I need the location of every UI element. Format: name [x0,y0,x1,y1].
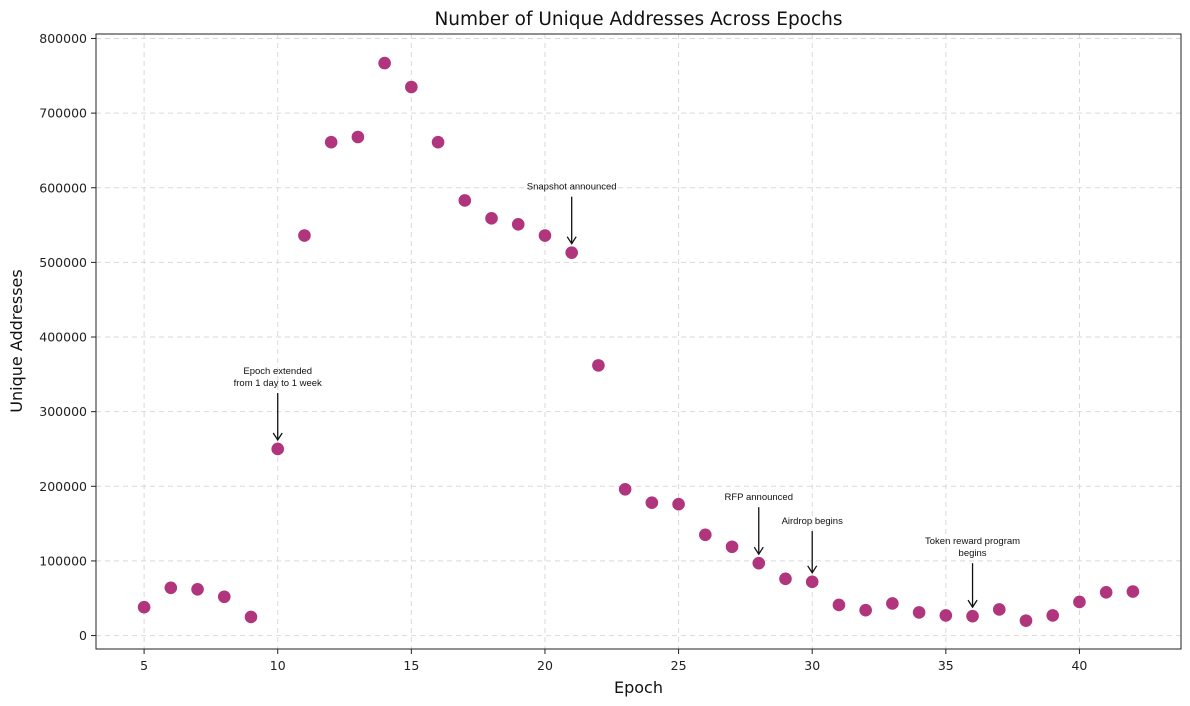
data-point [217,590,231,604]
data-point [431,135,445,149]
data-point [939,609,953,622]
data-point [538,229,552,242]
data-point [1126,585,1140,598]
data-point [324,135,338,149]
data-point [378,56,391,70]
y-tick-label: 400000 [39,330,87,345]
data-point [672,497,685,511]
x-tick-label: 40 [1071,658,1087,673]
x-tick-label: 15 [403,658,419,673]
annotation-arrowhead [807,565,818,575]
data-point [271,442,285,456]
annotation-text: Epoch extended [243,366,312,377]
data-point [725,540,739,554]
data-point [485,212,498,225]
data-point [511,218,525,231]
data-point [1046,609,1060,622]
data-point [992,603,1006,616]
data-point [805,575,819,589]
annotation-text: from 1 day to 1 week [234,378,322,389]
y-tick-label: 0 [79,628,87,643]
y-tick-label: 700000 [39,106,87,121]
y-tick-label: 300000 [39,404,87,419]
y-tick-label: 500000 [39,255,87,270]
annotation: RFP announced [725,492,794,556]
data-point [137,600,151,614]
y-tick-label: 800000 [39,31,87,46]
data-point [912,606,926,619]
annotation-text: begins [959,548,987,559]
data-point [592,359,605,372]
x-tick-label: 30 [804,658,820,673]
data-point [645,496,659,510]
x-tick-label: 25 [671,658,687,673]
annotation-text: Snapshot announced [527,182,617,193]
x-tick-label: 20 [537,658,553,673]
data-point [405,80,418,94]
tick-layer: 5 10 15 20 25 30 35 40 0 100000 200000 300000 400000… [39,31,1087,673]
annotation-text: Token reward program [925,536,1020,547]
data-point [565,246,578,259]
x-tick-label: 5 [140,658,148,673]
data-point [699,528,712,542]
annotation-text: Airdrop begins [782,516,844,527]
annotation-arrowhead [753,546,764,556]
annotation-arrowhead [272,432,283,442]
data-point [351,130,365,144]
data-point [618,482,632,496]
point-layer [137,56,1140,627]
x-tick-label: 10 [270,658,286,673]
grid-layer [96,34,1181,649]
data-point [298,229,311,242]
y-tick-label: 600000 [39,180,87,195]
data-point [458,194,472,207]
data-point [886,597,899,610]
x-axis-title: Epoch [614,678,663,697]
data-point [859,603,872,617]
data-point [752,556,766,570]
y-tick-label: 200000 [39,479,87,494]
chart-title: Number of Unique Addresses Across Epochs [434,9,842,30]
x-tick-label: 35 [938,658,954,673]
annotation: Airdrop begins [782,516,844,575]
annotation-arrowhead [566,236,577,245]
data-point [1019,614,1033,627]
plot-frame [95,33,1182,650]
data-point [1099,585,1113,599]
data-point [164,581,178,595]
data-point [966,609,979,623]
data-point [244,610,258,624]
data-point [191,582,204,596]
data-point [779,572,792,586]
annotation-text: RFP announced [725,492,794,503]
y-axis-title: Unique Addresses [7,269,26,412]
annotation-arrowhead [967,599,978,609]
annotation: Snapshot announced [527,182,617,245]
data-point [832,598,846,612]
y-tick-label: 100000 [39,553,87,568]
data-point [1073,595,1086,609]
